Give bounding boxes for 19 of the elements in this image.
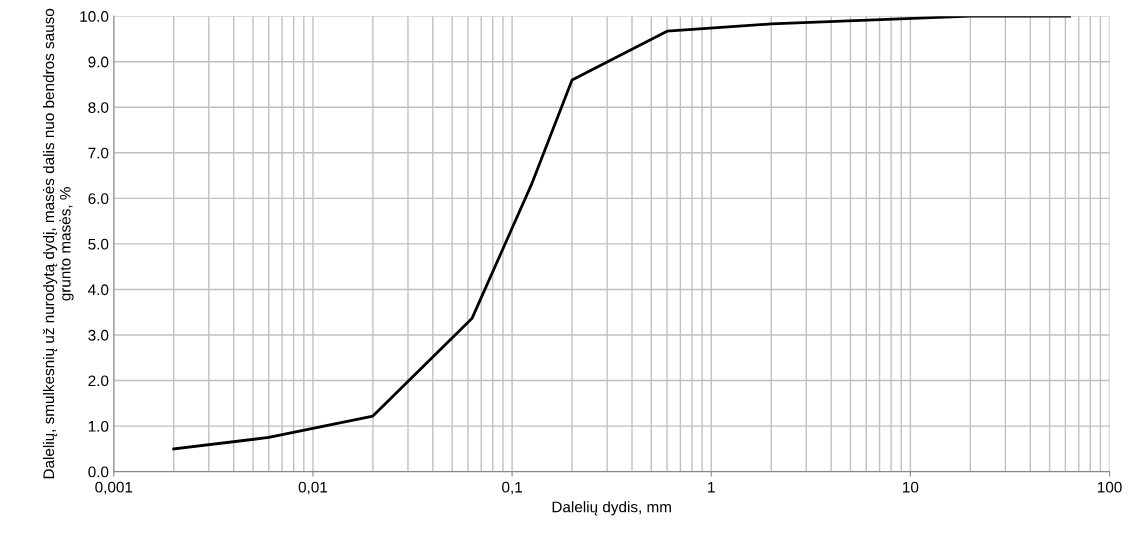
y-tick-label: 10.0	[80, 11, 109, 22]
x-tick-label: 0,01	[298, 481, 328, 495]
y-tick-label: 7.0	[88, 147, 109, 159]
x-tick-label: 0,001	[95, 481, 133, 495]
y-tick-label: 5.0	[88, 238, 109, 250]
y-axis-title: Dalelių, smulkesnių už nurodytą dydį, masės dalis nuo bendros sauso grunto masės, %	[42, 8, 74, 479]
x-tick-label: 100	[1097, 481, 1122, 493]
x-tick-label: 1	[708, 481, 715, 493]
y-tick-label: 3.0	[88, 329, 109, 341]
y-tick-label: 0.0	[88, 466, 109, 478]
y-tick-label: 8.0	[88, 102, 109, 113]
y-tick-label: 2.0	[88, 375, 109, 387]
y-tick-label: 4.0	[88, 284, 109, 296]
x-tick-label: 10	[903, 481, 919, 493]
x-tick-label: 0,1	[502, 481, 522, 495]
y-tick-label: 1.0	[88, 420, 109, 432]
y-tick-label: 6.0	[88, 193, 109, 205]
x-axis-title: Dalelių dydis, mm	[552, 501, 671, 516]
y-tick-label: 9.0	[88, 56, 109, 68]
